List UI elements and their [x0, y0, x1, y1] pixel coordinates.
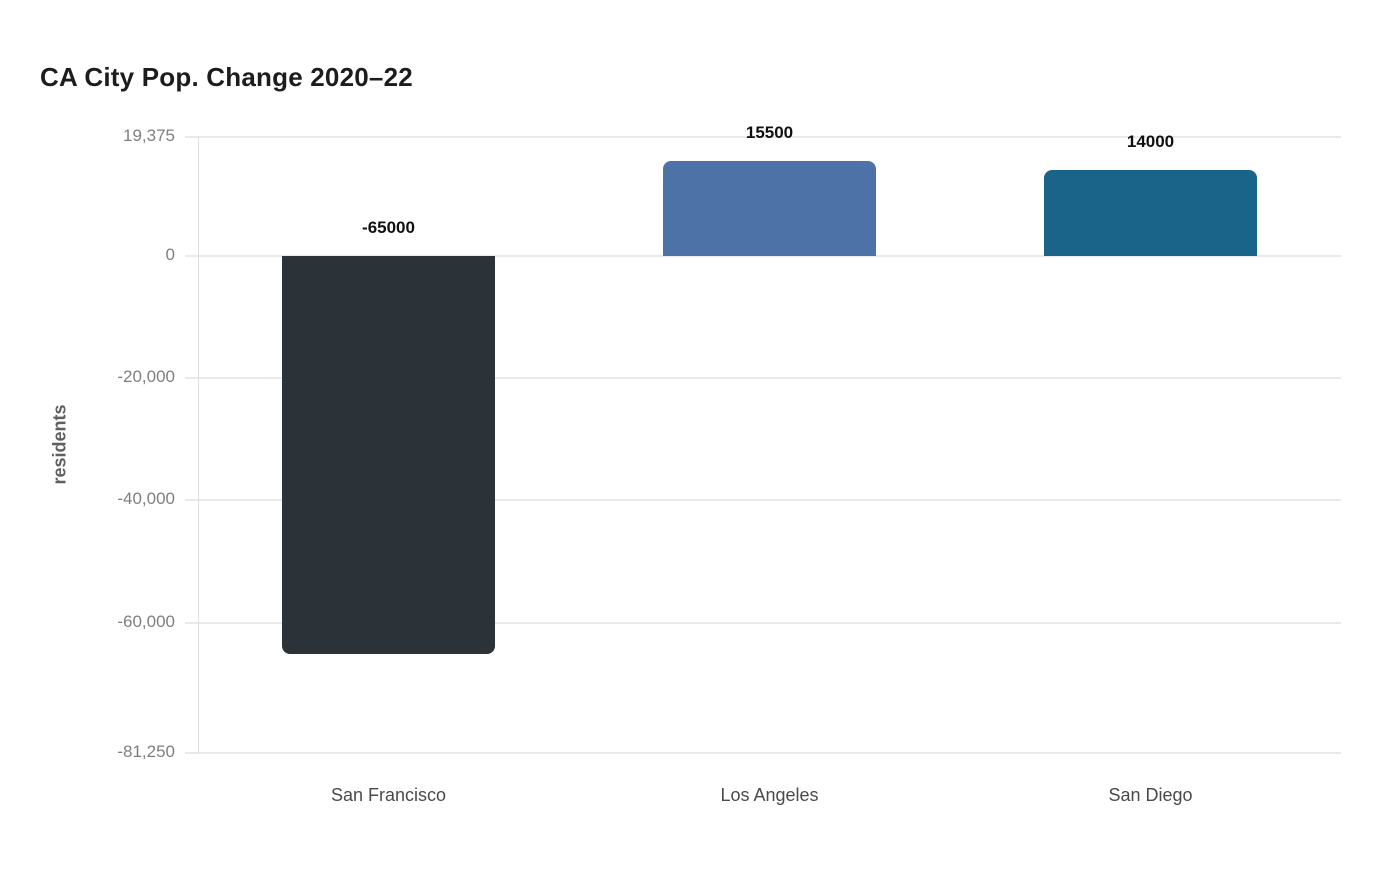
- x-tick-label: San Diego: [1108, 785, 1193, 805]
- y-axis-title: residents: [49, 404, 70, 485]
- x-tick-label: Los Angeles: [720, 785, 819, 805]
- y-tick-label: 0: [165, 244, 175, 264]
- y-tick-label: 19,375: [123, 126, 175, 145]
- y-tick-label: -81,250: [117, 742, 175, 761]
- y-tick-label: -20,000: [117, 367, 175, 387]
- gridline: [185, 621, 1341, 624]
- bar-value-label: 15500: [745, 122, 794, 142]
- y-tick-label: -40,000: [117, 489, 175, 509]
- y-tick-label: -60,000: [117, 611, 175, 631]
- gridline: [185, 499, 1341, 502]
- gridline: [185, 377, 1341, 380]
- bar-los-angeles: [663, 160, 876, 256]
- y-axis-line: [198, 137, 199, 753]
- gridline: [185, 136, 1341, 138]
- gridline: [185, 752, 1341, 754]
- x-tick-label: San Francisco: [330, 785, 447, 805]
- bar-san-diego: [1044, 169, 1257, 256]
- gridline: [185, 254, 1341, 257]
- bar-value-label: 14000: [1126, 131, 1175, 151]
- chart-title: CA City Pop. Change 2020–22: [40, 62, 413, 92]
- bar-san-francisco: [282, 255, 495, 654]
- bar-value-label: -65000: [362, 217, 415, 237]
